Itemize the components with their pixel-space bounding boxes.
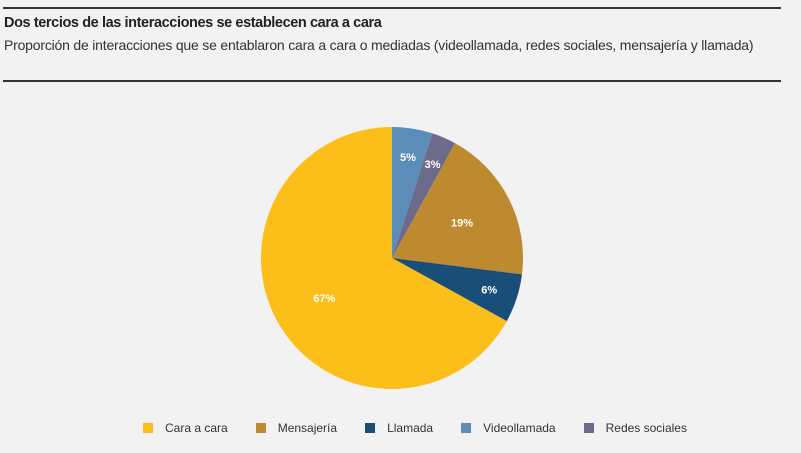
legend-swatch — [461, 423, 472, 433]
data-label: 3% — [425, 159, 441, 171]
legend-label: Cara a cara — [165, 421, 228, 435]
legend-item: Mensajería — [255, 421, 338, 435]
chart-subtitle: Proporción de interacciones que se entab… — [4, 37, 754, 53]
top-rule — [3, 7, 781, 9]
legend-swatch — [583, 423, 594, 433]
data-label: 19% — [451, 217, 473, 229]
legend-swatch — [365, 423, 376, 433]
legend-item: Redes sociales — [583, 421, 687, 435]
data-label: 67% — [313, 293, 335, 305]
chart-title: Dos tercios de las interacciones se esta… — [4, 15, 382, 31]
legend-label: Llamada — [387, 421, 434, 435]
legend-label: Videollamada — [483, 421, 556, 435]
header-rule — [3, 80, 781, 82]
legend-swatch — [255, 423, 266, 433]
legend: Cara a cara Mensajería Llamada Videollamada… — [143, 421, 715, 435]
pie-slice-redes-sociales — [392, 133, 456, 258]
pie-slice-mensajería — [392, 143, 523, 275]
legend-item: Cara a cara — [143, 421, 228, 435]
pie-slice-llamada — [392, 258, 522, 322]
legend-label: Redes sociales — [605, 421, 687, 435]
legend-item: Llamada — [365, 421, 433, 435]
legend-item: Videollamada — [461, 421, 556, 435]
legend-label: Mensajería — [277, 421, 338, 435]
data-label: 5% — [400, 152, 416, 164]
pie-slice-videollamada — [392, 127, 433, 258]
pie-slice-cara-a-cara — [260, 127, 507, 390]
data-label: 6% — [481, 285, 497, 297]
legend-swatch — [143, 423, 153, 433]
